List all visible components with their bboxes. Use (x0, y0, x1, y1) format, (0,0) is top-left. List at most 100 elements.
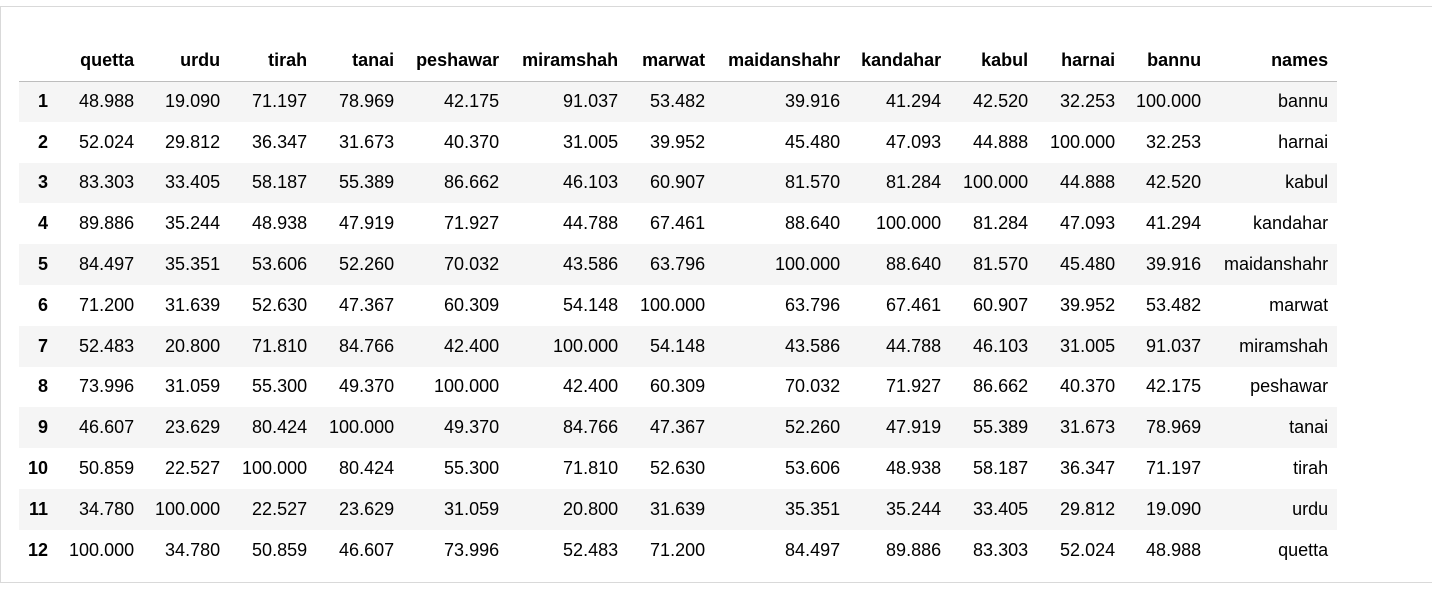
table-cell: 42.520 (973, 91, 1029, 112)
table-cell: 47.093 (1060, 213, 1116, 234)
table-cell: 70.032 (785, 376, 841, 397)
row-index: 5 (38, 254, 49, 275)
table-cell: 60.309 (444, 294, 500, 315)
row-index: 10 (28, 458, 49, 479)
table-cell: 84.497 (79, 254, 135, 275)
table-cell: 35.244 (886, 498, 942, 519)
table-cell: 31.059 (444, 498, 500, 519)
table-cell: 46.607 (79, 417, 135, 438)
table-cell: 100.000 (1136, 91, 1202, 112)
table-cell: 49.370 (444, 417, 500, 438)
table-cell: 47.919 (339, 213, 395, 234)
table-cell: urdu (1292, 498, 1329, 519)
row-index: 4 (38, 213, 49, 234)
table-cell: 35.244 (165, 213, 221, 234)
table-cell: 71.200 (650, 539, 706, 560)
table-cell: 46.607 (339, 539, 395, 560)
table-body: 1 48.988 19.090 71.197 78.969 42.175 91.037 53.… (19, 81, 1338, 571)
table-cell: 31.639 (650, 498, 706, 519)
table-cell: 89.886 (886, 539, 942, 560)
table-cell: 88.640 (785, 213, 841, 234)
column-header-kabul: kabul (950, 41, 1038, 82)
table-cell: 71.197 (252, 91, 308, 112)
table-cell: 44.788 (563, 213, 619, 234)
table-row: 4 89.886 35.244 48.938 47.919 71.927 44.788 67.… (19, 203, 1338, 245)
row-index: 12 (28, 539, 49, 560)
table-cell: 31.673 (1060, 417, 1116, 438)
table-cell: 32.253 (1060, 91, 1116, 112)
table-cell: 100.000 (69, 539, 135, 560)
table-cell: 39.916 (1146, 254, 1202, 275)
table-cell: 70.032 (444, 254, 500, 275)
table-cell: 60.907 (973, 294, 1029, 315)
table-cell: 53.482 (1146, 294, 1202, 315)
table-cell: 43.586 (563, 254, 619, 275)
table-cell: 40.370 (444, 131, 500, 152)
table-cell: 81.284 (886, 172, 942, 193)
table-cell: maidanshahr (1224, 254, 1329, 275)
table-cell: 42.520 (1146, 172, 1202, 193)
table-cell: 78.969 (339, 91, 395, 112)
table-cell: 54.148 (563, 294, 619, 315)
table-cell: 100.000 (553, 335, 619, 356)
table-row: 9 46.607 23.629 80.424 100.000 49.370 84.766 47… (19, 407, 1338, 449)
table-cell: 29.812 (165, 131, 221, 152)
table-cell: 36.347 (252, 131, 308, 152)
table-row: 6 71.200 31.639 52.630 47.367 60.309 54.148 100… (19, 284, 1338, 326)
table-cell: 52.024 (79, 131, 135, 152)
table-cell: 46.103 (563, 172, 619, 193)
table-cell: 29.812 (1060, 498, 1116, 519)
table-cell: 36.347 (1060, 458, 1116, 479)
column-header-bannu: bannu (1124, 41, 1211, 82)
table-cell: 71.200 (79, 294, 135, 315)
table-cell: 31.639 (165, 294, 221, 315)
table-cell: 52.483 (79, 335, 135, 356)
table-cell: 35.351 (165, 254, 221, 275)
column-header-quetta: quetta (60, 41, 144, 82)
column-header-names: names (1210, 41, 1338, 82)
table-cell: 44.888 (973, 131, 1029, 152)
row-index: 1 (38, 91, 49, 112)
table-cell: 71.927 (886, 376, 942, 397)
table-cell: 23.629 (339, 498, 395, 519)
table-cell: kabul (1285, 172, 1329, 193)
column-header-tanai: tanai (316, 41, 404, 82)
column-header-peshawar: peshawar (403, 41, 509, 82)
table-cell: 53.606 (252, 254, 308, 275)
table-cell: 83.303 (973, 539, 1029, 560)
table-cell: 52.024 (1060, 539, 1116, 560)
table-cell: 100.000 (640, 294, 706, 315)
table-cell: 84.766 (563, 417, 619, 438)
table-cell: 80.424 (339, 458, 395, 479)
table-cell: 55.389 (973, 417, 1029, 438)
table-cell: 54.148 (650, 335, 706, 356)
table-cell: 100.000 (775, 254, 841, 275)
table-cell: 100.000 (963, 172, 1029, 193)
table-cell: 84.766 (339, 335, 395, 356)
row-index: 6 (38, 294, 49, 315)
column-header-marwat: marwat (627, 41, 715, 82)
table-row: 10 50.859 22.527 100.000 80.424 55.300 71.810 5… (19, 448, 1338, 489)
table-cell: 43.586 (785, 335, 841, 356)
dataframe-table-container: quetta urdu tirah tanai peshawar miramshah mar… (19, 41, 1338, 571)
table-cell: 48.938 (886, 458, 942, 479)
table-cell: 58.187 (252, 172, 308, 193)
row-index: 11 (29, 498, 49, 519)
table-cell: 33.405 (973, 498, 1029, 519)
table-cell: 42.175 (444, 91, 500, 112)
output-panel: quetta urdu tirah tanai peshawar miramshah mar… (0, 6, 1432, 583)
table-cell: bannu (1278, 91, 1329, 112)
table-cell: 71.197 (1146, 458, 1202, 479)
table-cell: 52.260 (339, 254, 395, 275)
table-cell: 55.300 (252, 376, 308, 397)
index-column-header (19, 41, 61, 82)
table-row: 7 52.483 20.800 71.810 84.766 42.400 100.000 54… (19, 325, 1338, 367)
table-cell: 100.000 (1050, 131, 1116, 152)
table-cell: kandahar (1253, 213, 1329, 234)
table-cell: 20.800 (165, 335, 221, 356)
table-cell: 83.303 (79, 172, 135, 193)
table-cell: 34.780 (79, 498, 135, 519)
table-cell: 67.461 (886, 294, 942, 315)
table-cell: 35.351 (785, 498, 841, 519)
table-cell: 81.570 (973, 254, 1029, 275)
